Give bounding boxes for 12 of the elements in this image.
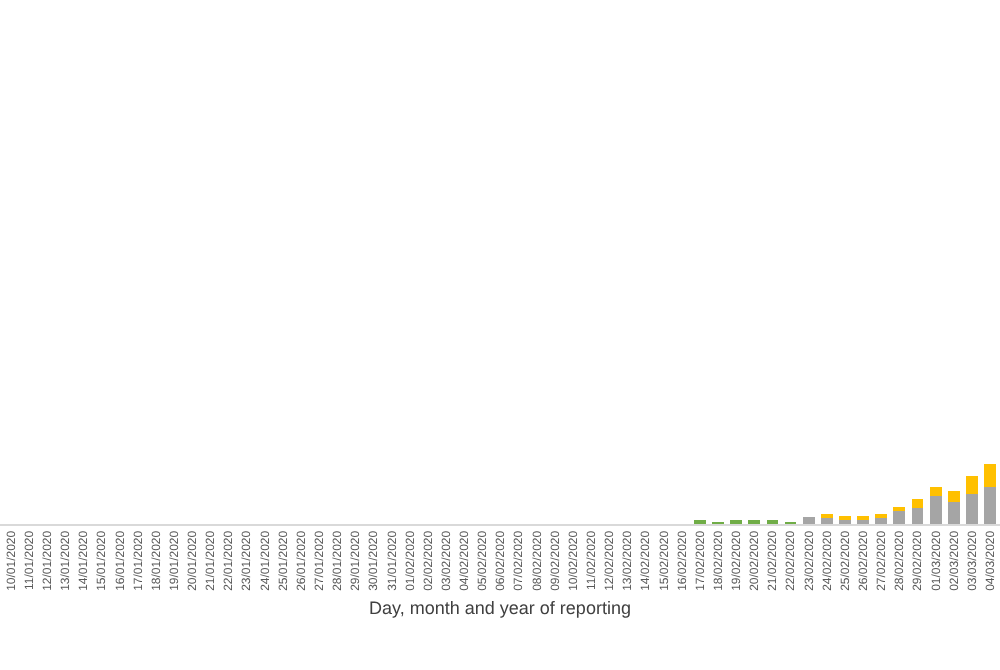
bar [893, 510, 906, 524]
bar [947, 490, 960, 503]
bar [984, 463, 996, 488]
bar [984, 487, 996, 524]
bar [929, 487, 942, 496]
bar [947, 502, 960, 524]
bar [911, 508, 924, 524]
x-axis-title: Day, month and year of reporting [369, 598, 631, 619]
bar [802, 517, 815, 524]
bar [966, 494, 978, 524]
bar [929, 495, 942, 524]
bar [966, 476, 978, 495]
